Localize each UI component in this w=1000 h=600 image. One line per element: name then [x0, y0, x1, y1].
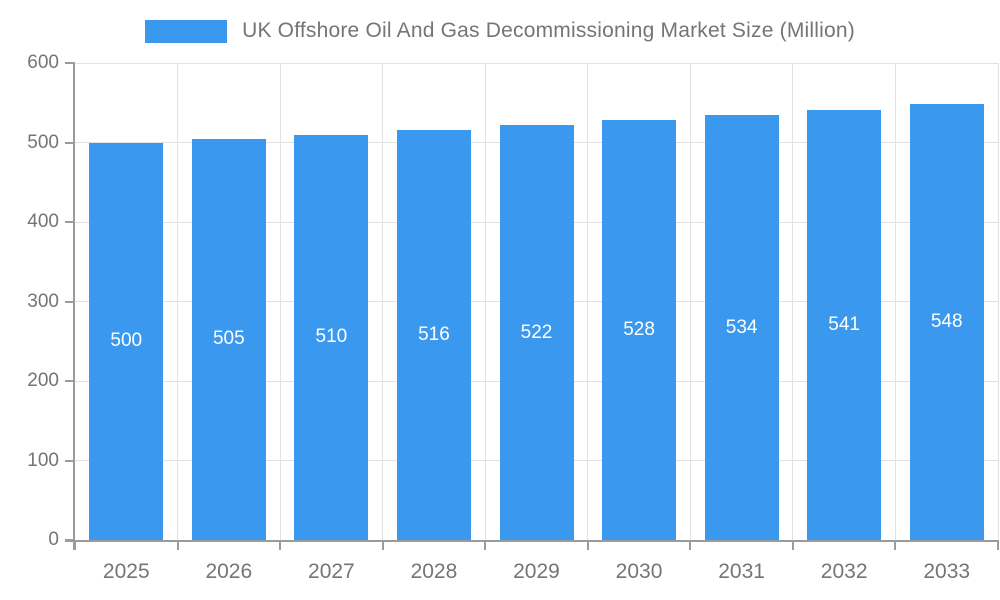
y-axis-line	[73, 63, 75, 550]
bar-value-label: 510	[315, 326, 348, 348]
bar-value-label: 534	[725, 316, 758, 338]
x-axis-label: 2032	[820, 560, 868, 583]
x-axis-tick	[791, 540, 794, 550]
y-axis-label: 200	[27, 370, 59, 391]
gridline-vertical	[997, 63, 999, 540]
y-axis-tick	[65, 300, 75, 303]
bar-2032	[807, 109, 882, 540]
x-axis-tick	[74, 540, 76, 550]
y-axis-tick	[65, 380, 75, 382]
x-axis-tick	[997, 540, 999, 550]
bar-value-label: 528	[623, 319, 655, 341]
x-axis-label: 2030	[615, 560, 663, 583]
gridline-vertical	[177, 63, 179, 540]
gridline-horizontal	[75, 62, 998, 64]
bar-2033	[909, 104, 984, 540]
y-axis-label: 400	[27, 211, 59, 232]
y-axis-label: 600	[27, 52, 59, 73]
x-axis-label: 2029	[513, 560, 560, 583]
bar-value-label: 500	[110, 330, 143, 352]
gridline-vertical	[484, 63, 486, 540]
bar-2027	[294, 134, 369, 540]
gridline-vertical	[279, 63, 281, 540]
y-axis-label: 100	[27, 449, 59, 471]
bar-value-label: 516	[418, 323, 450, 345]
chart-title: UK Offshore Oil And Gas Decommissioning …	[242, 19, 855, 42]
bar-2028	[396, 129, 471, 540]
bar-value-label: 522	[520, 321, 553, 343]
bar-2030	[602, 120, 677, 540]
gridline-vertical	[382, 63, 384, 540]
legend-swatch	[145, 19, 228, 43]
gridline-vertical	[894, 63, 896, 540]
chart-legend: UK Offshore Oil And Gas Decommissioning …	[0, 17, 1000, 45]
bar-value-label: 505	[212, 328, 245, 350]
x-axis-line	[65, 540, 998, 542]
x-axis-tick	[689, 540, 692, 550]
x-axis-label: 2031	[718, 560, 765, 583]
x-axis-tick	[586, 540, 589, 550]
bar-2029	[499, 125, 574, 540]
x-axis-label: 2026	[205, 560, 253, 583]
y-axis-tick	[65, 141, 75, 144]
bar-2025	[89, 142, 164, 540]
x-axis-label: 2027	[308, 560, 355, 583]
bar-value-label: 541	[828, 313, 860, 335]
bar-2026	[191, 138, 266, 540]
gridline-vertical	[792, 63, 794, 540]
x-axis-tick	[279, 540, 282, 550]
x-axis-label: 2028	[410, 560, 458, 583]
y-axis-tick	[65, 459, 75, 462]
x-axis-tick	[381, 540, 384, 550]
x-axis-tick	[176, 540, 179, 550]
x-axis-tick	[894, 540, 897, 550]
gridline-vertical	[689, 63, 691, 540]
bar-2031	[704, 115, 779, 540]
y-axis-tick	[65, 62, 75, 64]
y-axis-tick	[65, 221, 75, 223]
x-axis-label: 2025	[102, 560, 150, 583]
gridline-vertical	[587, 63, 589, 540]
y-axis-label: 0	[48, 529, 59, 550]
x-axis-label: 2033	[923, 560, 971, 583]
y-axis-label: 300	[27, 290, 59, 312]
y-axis-label: 500	[27, 131, 59, 153]
bar-value-label: 548	[930, 311, 963, 333]
x-axis-tick	[484, 540, 487, 550]
